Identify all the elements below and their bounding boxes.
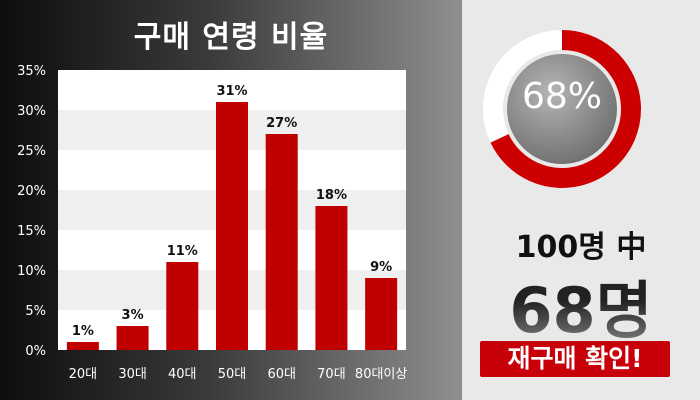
stat-total-text: 100명 中 [515,230,647,265]
bar-value-label: 18% [316,188,347,203]
y-tick-label: 15% [17,224,46,239]
chart-title: 구매 연령 비율 [133,20,329,55]
bar-value-label: 31% [216,84,247,99]
x-tick-label: 70대 [317,367,346,382]
x-tick-label: 30대 [118,367,147,382]
x-tick-label: 20대 [69,367,98,382]
bar [66,342,99,350]
y-tick-label: 20% [17,184,46,199]
bar-value-label: 11% [167,244,198,259]
bar [365,278,398,350]
y-tick-label: 5% [25,304,46,319]
stat-count-text: 68명 [462,260,700,350]
donut-arc [490,30,641,188]
donut-center [507,54,617,164]
repurchase-badge: 재구매 확인! [480,341,670,377]
bar [265,134,298,350]
bar [116,326,149,350]
bar [166,262,199,350]
y-tick-label: 25% [17,144,46,159]
y-tick-label: 30% [17,104,46,119]
x-tick-label: 80대이상 [355,367,407,382]
bar-value-label: 1% [72,324,94,339]
donut-value-label: 68% [521,76,602,117]
x-tick-label: 60대 [267,367,296,382]
bar-value-label: 3% [122,308,144,323]
bar [216,102,248,350]
y-tick-label: 0% [25,344,46,359]
x-tick-label: 50대 [218,367,247,382]
bar-value-label: 9% [370,260,392,275]
bar-chart: 0% 5% 10% 15% 20% 25% 30% 35% 1% 20대 3% 30대 11% 40대 31… [17,64,407,382]
y-tick-label: 35% [17,64,46,79]
bar [315,206,348,350]
bar-value-label: 27% [266,116,297,131]
y-tick-label: 10% [17,264,46,279]
x-tick-label: 40대 [168,367,197,382]
